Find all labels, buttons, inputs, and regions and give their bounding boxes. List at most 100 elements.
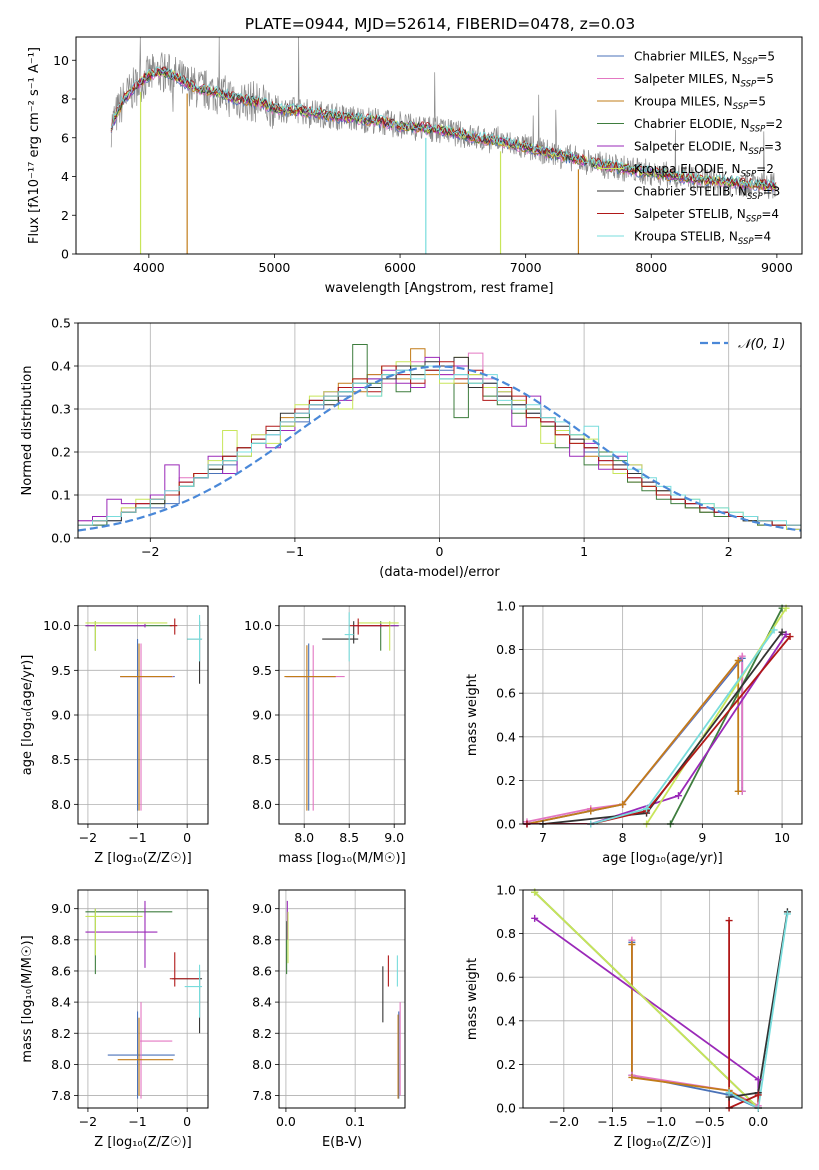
y-tick-label: 0.3 [51, 402, 71, 417]
mass-weight-marker [783, 910, 791, 918]
x-tick-label: 8 [619, 830, 627, 845]
y-tick-label: 0.0 [51, 531, 71, 546]
mass-weight-marker [754, 1076, 762, 1084]
legend-entry-subscript: SSP [741, 170, 757, 180]
x-tick-label: −1 [286, 544, 304, 559]
mass-weight-marker [619, 800, 627, 808]
y-tick-label: 7.8 [51, 1088, 71, 1103]
model-spectrum-line [110, 66, 777, 187]
legend-entry-suffix: =2 [756, 162, 774, 176]
axes-frame [77, 605, 209, 825]
legend-entry-subscript: SSP [746, 215, 762, 225]
legend-entry-subscript: SSP [747, 192, 763, 202]
legend-entry-subscript: SSP [750, 125, 766, 135]
x-tick-label: 7000 [510, 260, 542, 275]
mass-weight-marker [734, 787, 742, 795]
y-tick-label: 10 [53, 53, 69, 68]
y-tick-label: 8 [61, 92, 69, 107]
legend-entry-suffix: =5 [748, 95, 766, 109]
y-tick-label: 0.0 [496, 1101, 516, 1116]
mass-weight-marker [786, 633, 794, 641]
x-tick-label: 9000 [761, 260, 793, 275]
y-tick-label: 0.4 [496, 1013, 516, 1028]
mass-weight-marker [754, 1091, 762, 1099]
legend-entry: Kroupa STELIB, NSSP=4 [634, 230, 771, 248]
y-tick-label: 8.2 [51, 1026, 71, 1041]
axes-frame [278, 605, 406, 825]
legend-entry-suffix: =3 [763, 185, 781, 199]
x-tick-label: −2 [79, 830, 97, 845]
legend-entry-suffix: =4 [754, 230, 772, 244]
legend-entry-suffix: =3 [764, 140, 782, 154]
y-tick-label: 6 [61, 130, 69, 145]
legend-entry-prefix: Salpeter MILES, N [634, 72, 741, 86]
x-tick-label: −2 [79, 1114, 97, 1129]
chart-mass-weight-vs-age: 7 8 9 10 0.0 0.2 0.4 0.6 0.8 1.0 age [log₁₀(age/yr… [465, 599, 803, 866]
x-tick-label: −1.0 [646, 1114, 676, 1129]
legend-entry-suffix: =5 [756, 72, 774, 86]
axes-frame [77, 322, 802, 539]
x-tick-label: 5000 [259, 260, 291, 275]
y-tick-label: 4 [61, 169, 69, 184]
x-tick-label: −1.5 [597, 1114, 627, 1129]
mass-weight-marker [643, 805, 651, 813]
model-spectrum-line [110, 66, 777, 189]
legend-entry: Salpeter ELODIE, NSSP=3 [634, 140, 782, 158]
mass-weight-series-line [534, 891, 759, 1108]
plot-area-mass-vs-extinction [286, 900, 401, 1099]
y-tick-label: 8.6 [51, 963, 71, 978]
legend-entry: Chabrier STELIB, NSSP=3 [634, 185, 780, 203]
legend-entry-prefix: Salpeter ELODIE, N [634, 140, 748, 154]
x-tick-label: 4000 [133, 260, 165, 275]
y-axis-label: mass [log₁₀(M/M☉)] [20, 935, 35, 1062]
legend-entry-subscript: SSP [738, 237, 754, 247]
mass-weight-marker [628, 1073, 636, 1081]
x-tick-label: 8000 [635, 260, 667, 275]
legend-entry: 𝒩(0, 1) [738, 337, 785, 352]
y-tick-label: 8.6 [252, 963, 272, 978]
y-tick-label: 8.5 [252, 752, 272, 767]
y-tick-label: 8.0 [252, 1057, 272, 1072]
y-tick-label: 0.8 [496, 926, 516, 941]
y-tick-label: 8.8 [51, 932, 71, 947]
y-tick-label: 8.4 [252, 995, 272, 1010]
y-tick-label: 0.1 [51, 488, 71, 503]
chart-spectrum: 4000 5000 6000 7000 8000 9000 0 2 4 6 8 10 wavelengt… [27, 36, 803, 296]
x-axis-label: Z [log₁₀(Z/Z☉)] [614, 1135, 711, 1150]
x-tick-label: 8.0 [294, 830, 314, 845]
y-tick-label: 8.0 [51, 797, 71, 812]
x-tick-label: 6000 [384, 260, 416, 275]
legend-entry-subscript: SSP [748, 147, 764, 157]
x-axis-label: age [log₁₀(age/yr)] [602, 851, 723, 866]
x-tick-label: 0 [436, 544, 444, 559]
legend-entry-prefix: Salpeter STELIB, N [634, 207, 746, 221]
y-tick-label: 8.0 [252, 797, 272, 812]
x-tick-label: 7 [539, 830, 547, 845]
x-tick-label: 2 [725, 544, 733, 559]
y-axis-label: age [log₁₀(age/yr)] [20, 655, 35, 776]
x-tick-label: 9.0 [384, 830, 404, 845]
mass-weight-marker [778, 628, 786, 636]
figure-title: PLATE=0944, MJD=52614, FIBERID=0478, z=0… [245, 15, 635, 33]
y-tick-label: 9.0 [252, 708, 272, 723]
y-tick-label: 0.6 [496, 686, 516, 701]
axes-frame [522, 889, 803, 1109]
x-axis-label: Z [log₁₀(Z/Z☉)] [94, 851, 191, 866]
x-axis-label: wavelength [Angstrom, rest frame] [325, 281, 554, 296]
mass-weight-marker [782, 630, 790, 638]
x-axis-label: mass [log₁₀(M/M☉)] [278, 851, 405, 866]
mass-weight-marker [531, 914, 539, 922]
legend-entry-subscript: SSP [741, 80, 757, 90]
y-tick-label: 8.0 [51, 1057, 71, 1072]
plot-area-age-vs-metallicity [85, 614, 203, 811]
mass-weight-marker [628, 941, 636, 948]
y-tick-label: 9.5 [51, 663, 71, 678]
mass-weight-series-line [728, 920, 760, 1108]
legend: 𝒩(0, 1) [700, 337, 785, 352]
legend-entry-prefix: Kroupa MILES, N [634, 95, 733, 109]
chart-age-vs-metallicity: −2 −1 0 8.0 8.5 9.0 9.5 10.0 Z [log₁₀(Z/Z☉)] age … [20, 605, 209, 866]
y-tick-label: 0.6 [496, 970, 516, 985]
normal-reference-curve [78, 365, 801, 532]
